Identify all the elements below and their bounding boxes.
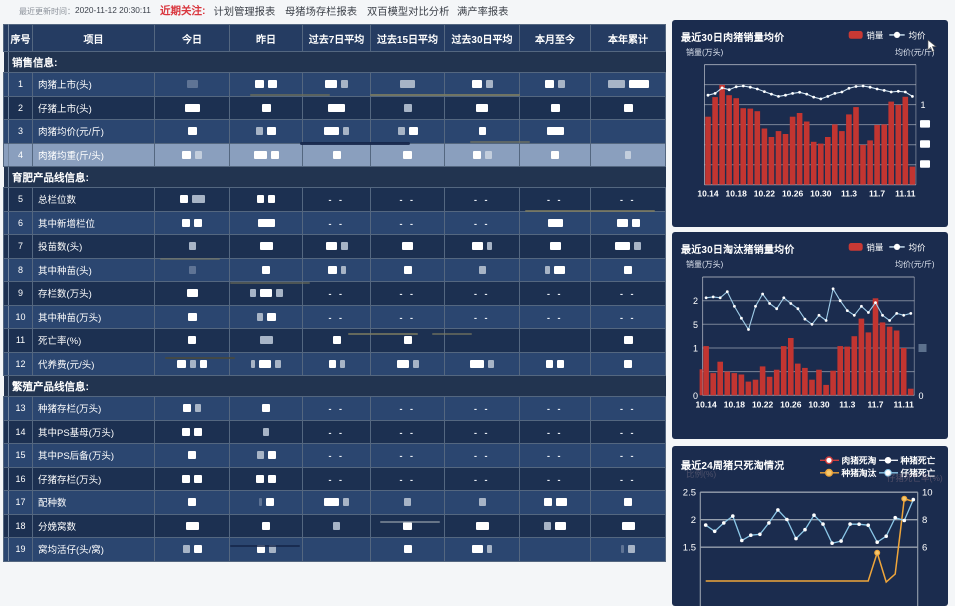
svg-text:5: 5 <box>693 320 698 330</box>
svg-text:仔猪死亡: 仔猪死亡 <box>901 467 936 478</box>
svg-text:10.22: 10.22 <box>754 188 776 198</box>
svg-text:仔猪死亡率(%): 仔猪死亡率(%) <box>887 473 943 483</box>
svg-text:1: 1 <box>921 100 926 110</box>
svg-text:11.7: 11.7 <box>869 188 885 198</box>
svg-text:10.26: 10.26 <box>780 400 802 410</box>
svg-text:10.14: 10.14 <box>697 188 719 198</box>
svg-text:0: 0 <box>919 391 924 401</box>
svg-text:2: 2 <box>691 515 696 526</box>
svg-text:销量: 销量 <box>866 30 884 40</box>
svg-text:10.14: 10.14 <box>695 400 717 410</box>
svg-text:8: 8 <box>922 515 927 526</box>
svg-text:10.26: 10.26 <box>782 188 804 198</box>
svg-text:10.30: 10.30 <box>810 188 832 198</box>
svg-text:比例(%): 比例(%) <box>686 469 716 479</box>
svg-text:均价: 均价 <box>909 30 927 40</box>
svg-text:1.5: 1.5 <box>683 542 696 553</box>
svg-text:1: 1 <box>693 344 698 354</box>
svg-text:10.30: 10.30 <box>808 400 830 410</box>
svg-text:销量: 销量 <box>866 243 884 253</box>
svg-text:2: 2 <box>693 296 698 306</box>
svg-text:11.3: 11.3 <box>841 188 857 198</box>
svg-text:6: 6 <box>922 542 927 553</box>
svg-text:2.5: 2.5 <box>683 487 696 498</box>
svg-text:11.7: 11.7 <box>867 400 883 410</box>
svg-text:均价: 均价 <box>909 243 927 253</box>
svg-text:11.11: 11.11 <box>895 188 916 198</box>
svg-text:10.18: 10.18 <box>726 188 748 198</box>
svg-text:种猪淘汰: 种猪淘汰 <box>841 467 877 478</box>
svg-text:10.18: 10.18 <box>724 400 746 410</box>
svg-text:0: 0 <box>693 391 698 401</box>
svg-text:肉猪死淘: 肉猪死淘 <box>842 455 877 466</box>
svg-text:10.22: 10.22 <box>752 400 774 410</box>
svg-text:种猪死亡: 种猪死亡 <box>900 455 936 466</box>
svg-text:11.11: 11.11 <box>894 400 915 410</box>
svg-text:10: 10 <box>922 487 933 498</box>
svg-text:11.3: 11.3 <box>839 400 855 410</box>
